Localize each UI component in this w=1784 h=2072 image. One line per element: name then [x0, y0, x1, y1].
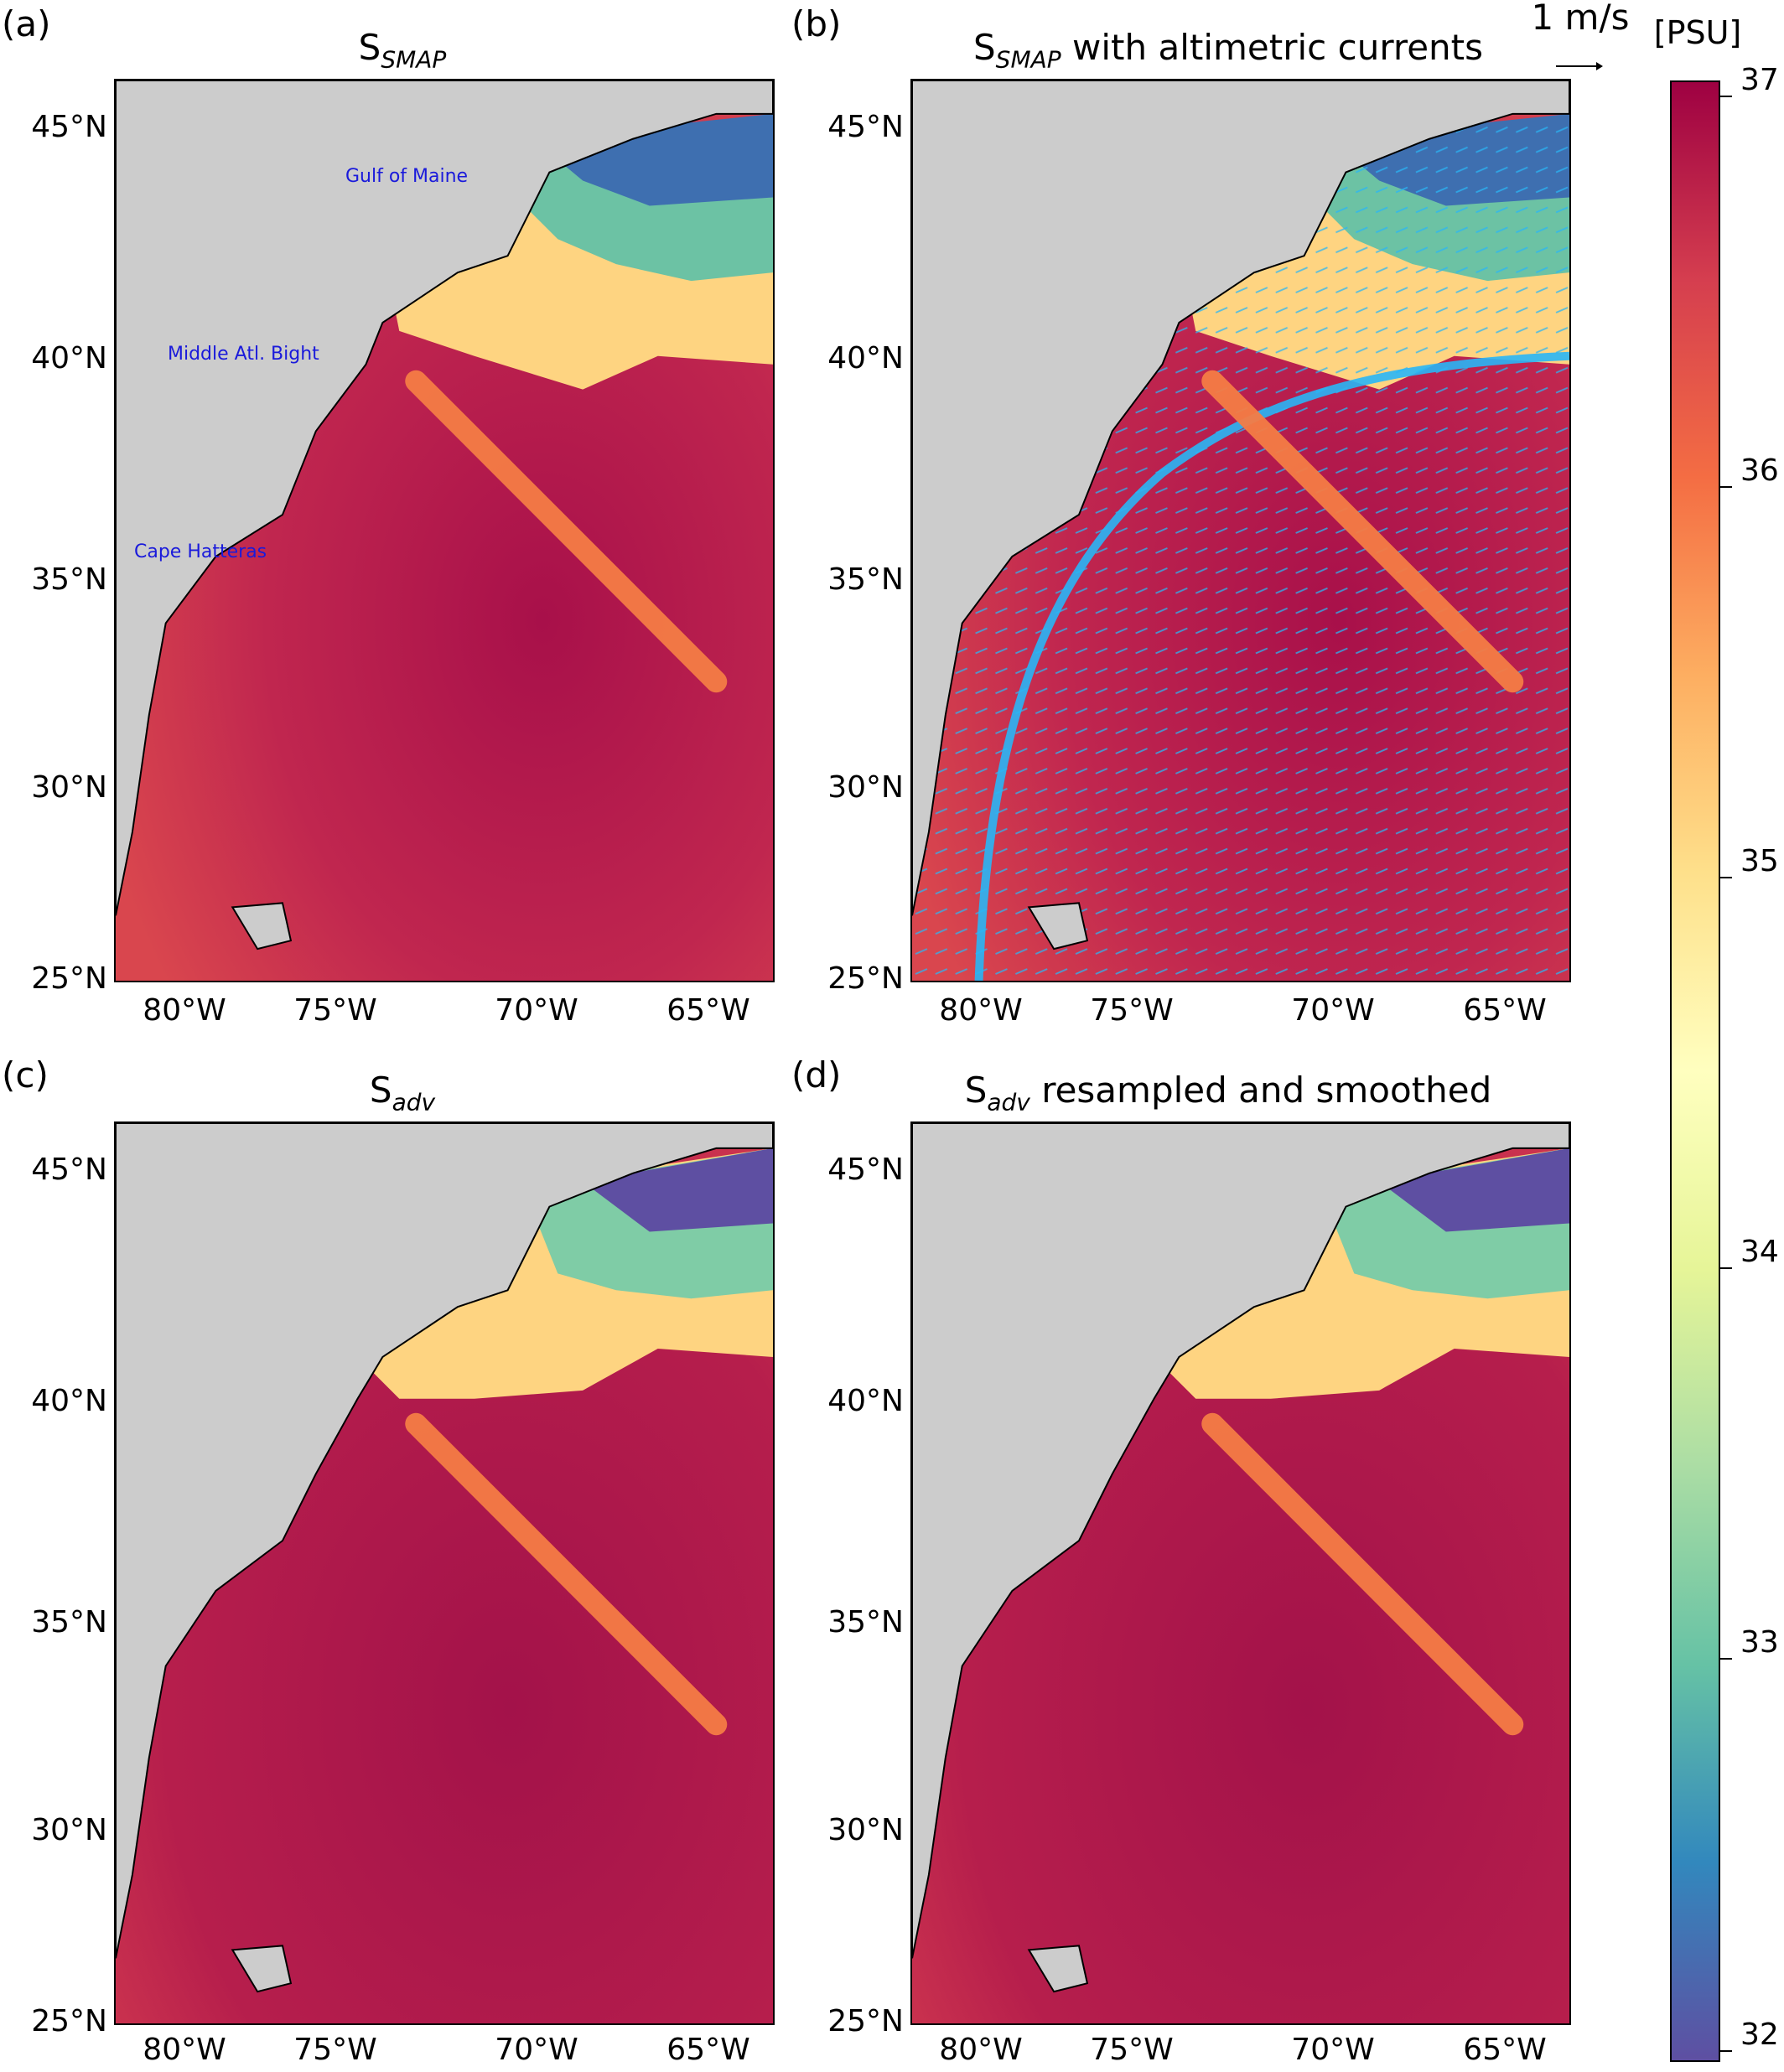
bahamas-land — [231, 1945, 293, 1993]
title-subscript: SMAP — [381, 45, 447, 74]
lon-tick-label: 65°W — [1463, 2033, 1547, 2067]
title-rest: with altimetric currents — [1061, 27, 1483, 68]
lat-tick-label: 40°N — [827, 341, 904, 376]
colorbar-tick: 33 — [1720, 1628, 1779, 1673]
lat-tick-label: 35°N — [31, 562, 107, 597]
ship-track — [405, 370, 728, 693]
panel-label-b: (b) — [791, 3, 842, 44]
lon-tick-label: 65°W — [666, 2033, 750, 2067]
panel-label-a: (a) — [2, 3, 51, 44]
lat-tick-label: 45°N — [31, 110, 107, 144]
lon-tick-label: 80°W — [143, 993, 226, 1028]
land-mass — [912, 80, 1569, 916]
lat-tick-label: 30°N — [31, 1813, 107, 1847]
lon-tick-label: 65°W — [666, 993, 750, 1028]
bahamas-land — [231, 902, 293, 951]
lat-tick-label: 30°N — [827, 770, 904, 805]
panel-title-a: SSMAP — [277, 30, 528, 71]
lat-tick-label: 45°N — [827, 1153, 904, 1187]
title-subscript: adv — [987, 1088, 1030, 1116]
title-rest: resampled and smoothed — [1029, 1070, 1492, 1111]
lon-tick-label: 75°W — [293, 2033, 377, 2067]
lon-tick-label: 70°W — [495, 2033, 578, 2067]
ship-track — [405, 1412, 728, 1736]
lat-tick-label: 35°N — [827, 562, 904, 597]
land-mass — [116, 80, 773, 916]
ship-track — [1201, 1412, 1524, 1736]
lon-tick-label: 65°W — [1463, 993, 1547, 1028]
lon-tick-label: 70°W — [1291, 993, 1375, 1028]
colorbar-tick-label: 37 — [1740, 63, 1779, 97]
panel-title-d: Sadv resampled and smoothed — [914, 1073, 1543, 1114]
salinity-colorbar — [1670, 80, 1720, 2062]
colorbar-tick-label: 36 — [1740, 453, 1779, 488]
colorbar-tick: 34 — [1720, 1237, 1779, 1282]
gulf-stream-current — [974, 351, 1569, 981]
title-subscript: adv — [392, 1088, 436, 1116]
reference-arrow-icon — [1556, 62, 1603, 70]
map-panel-d — [910, 1121, 1571, 2025]
colorbar-tick: 36 — [1720, 456, 1779, 501]
colorbar-tick-label: 33 — [1740, 1625, 1779, 1660]
salinity-map-a — [116, 80, 773, 981]
panel-title-b: SSMAP with altimetric currents — [914, 30, 1543, 71]
reference-vector-label: 1 m/s — [1531, 0, 1630, 38]
lon-tick-label: 75°W — [1090, 993, 1174, 1028]
lon-tick-label: 75°W — [293, 993, 377, 1028]
colorbar-tick: 35 — [1720, 847, 1779, 892]
lon-tick-label: 75°W — [1090, 2033, 1174, 2067]
lat-tick-label: 25°N — [827, 2004, 904, 2038]
lat-tick-label: 25°N — [31, 2004, 107, 2038]
panel-label-c: (c) — [2, 1054, 49, 1096]
title-symbol: S — [964, 1070, 988, 1111]
middle-atlantic-bight-label: Middle Atl. Bight — [168, 344, 319, 365]
salinity-map-b — [912, 80, 1569, 981]
lat-tick-label: 35°N — [31, 1605, 107, 1639]
panel-label-d: (d) — [791, 1054, 842, 1096]
salinity-map-c — [116, 1123, 773, 2023]
lat-tick-label: 40°N — [31, 341, 107, 376]
lon-tick-label: 80°W — [939, 2033, 1023, 2067]
colorbar-tick-label: 32 — [1740, 2018, 1779, 2052]
map-panel-b — [910, 79, 1571, 982]
gulf-of-maine-label: Gulf of Maine — [345, 166, 469, 187]
fresh-water-core — [583, 1147, 773, 1232]
land-mass — [116, 1123, 773, 1959]
fresh-water-core — [1379, 1147, 1569, 1232]
colorbar-tick-label: 35 — [1740, 844, 1779, 878]
bahamas-land — [1027, 1945, 1089, 1993]
colorbar-tick: 32 — [1720, 2020, 1779, 2065]
lat-tick-label: 40°N — [31, 1384, 107, 1418]
colorbar-tick: 37 — [1720, 65, 1779, 111]
lat-tick-label: 45°N — [31, 1153, 107, 1187]
lat-tick-label: 40°N — [827, 1384, 904, 1418]
title-symbol: S — [369, 1070, 392, 1111]
lat-tick-label: 25°N — [31, 961, 107, 996]
map-panel-a — [114, 79, 775, 982]
title-subscript: SMAP — [995, 45, 1061, 74]
lat-tick-label: 25°N — [827, 961, 904, 996]
land-mass — [912, 1123, 1569, 1959]
cape-hatteras-label: Cape Hatteras — [134, 541, 267, 562]
map-panel-c — [114, 1121, 775, 2025]
lat-tick-label: 35°N — [827, 1605, 904, 1639]
lon-tick-label: 80°W — [939, 993, 1023, 1028]
lon-tick-label: 70°W — [495, 993, 578, 1028]
ship-track — [1201, 370, 1524, 693]
lon-tick-label: 70°W — [1291, 2033, 1375, 2067]
colorbar-unit: [PSU] — [1653, 14, 1742, 51]
lon-tick-label: 80°W — [143, 2033, 226, 2067]
lat-tick-label: 30°N — [827, 1813, 904, 1847]
panel-title-c: Sadv — [277, 1073, 528, 1114]
bahamas-land — [1027, 902, 1089, 951]
title-symbol: S — [973, 27, 996, 68]
lat-tick-label: 30°N — [31, 770, 107, 805]
colorbar-tick-label: 34 — [1740, 1235, 1779, 1269]
title-symbol: S — [358, 27, 381, 68]
salinity-map-d — [912, 1123, 1569, 2023]
lat-tick-label: 45°N — [827, 110, 904, 144]
